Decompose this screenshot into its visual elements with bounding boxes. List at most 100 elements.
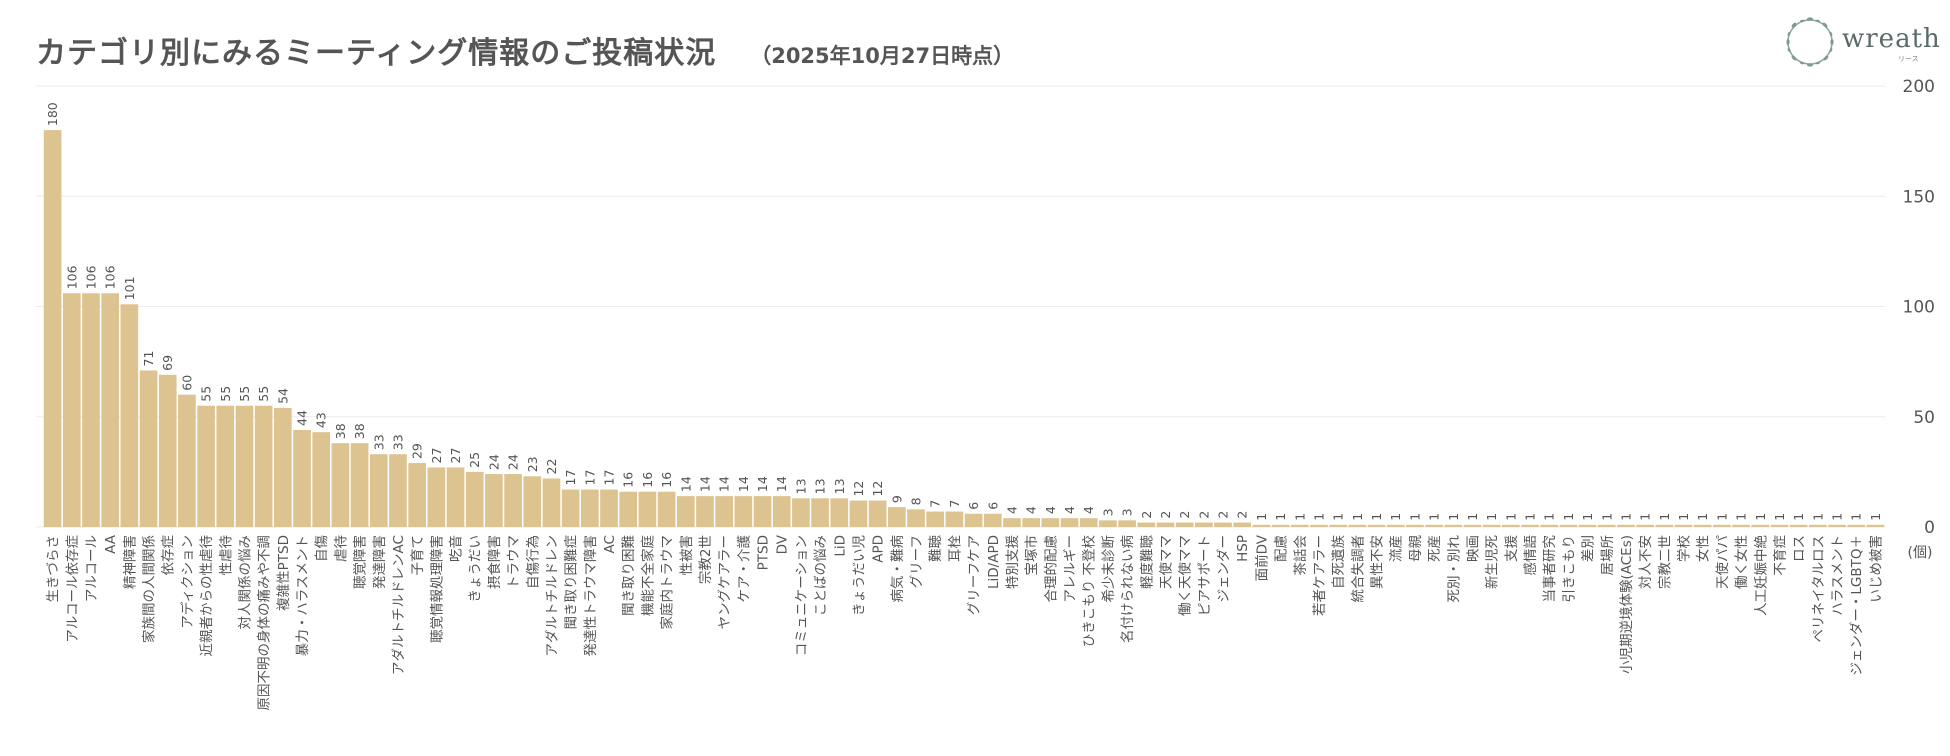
bar	[888, 507, 906, 527]
bar	[964, 513, 983, 527]
data-label: 1	[1561, 513, 1576, 521]
data-label: 12	[851, 481, 866, 497]
category-label: 複雑性PTSD	[275, 535, 292, 611]
data-label: 1	[1331, 513, 1346, 521]
bar	[197, 405, 215, 527]
y-tick-label: 50	[1913, 408, 1935, 428]
bar	[1809, 524, 1827, 527]
category-label: ことばの悩み	[813, 535, 829, 616]
category-label: 摂食障害	[486, 535, 503, 589]
data-label: 180	[45, 102, 60, 126]
category-label: 機能不全家庭	[639, 535, 656, 616]
category-label: 近親者からの性虐待	[199, 535, 215, 657]
y-tick-label: 200	[1903, 77, 1935, 97]
bar	[1828, 524, 1846, 527]
data-label: 27	[448, 448, 463, 464]
category-label: 宗教二世	[1657, 535, 1673, 589]
data-label: 17	[582, 470, 597, 486]
bar	[1156, 522, 1175, 527]
bar	[293, 429, 311, 527]
category-label: 性被害	[679, 535, 695, 576]
data-label: 1	[1542, 513, 1557, 521]
data-label: 17	[563, 470, 578, 486]
data-label: 2	[1177, 511, 1192, 519]
data-label: 1	[1388, 513, 1403, 521]
category-label: 病気・難病	[890, 535, 906, 603]
bar	[561, 489, 580, 527]
chart-title: カテゴリ別にみるミーティング情報のご投稿状況	[36, 36, 717, 71]
category-label: APD	[871, 535, 887, 563]
data-label: 55	[256, 386, 271, 402]
bar	[1406, 524, 1424, 527]
data-label: 33	[371, 434, 386, 450]
data-label: 106	[64, 265, 79, 289]
category-label: 宗教2世	[698, 535, 714, 584]
data-label: 13	[813, 478, 828, 494]
data-label: 1	[1369, 513, 1384, 521]
data-label: 24	[486, 454, 501, 470]
bar	[1502, 524, 1520, 527]
data-label: 43	[314, 412, 329, 428]
data-label: 1	[1791, 513, 1806, 521]
category-label: アルコール	[84, 535, 100, 602]
bar	[619, 491, 638, 527]
bar	[830, 498, 849, 527]
category-label: 精神障害	[122, 535, 138, 589]
bar	[427, 467, 446, 527]
category-label: 発達障害	[372, 535, 388, 589]
category-label: きょうだい	[468, 535, 484, 603]
data-label: 55	[237, 386, 252, 402]
data-label: 16	[621, 472, 636, 488]
bar	[235, 405, 254, 527]
bar	[1003, 518, 1021, 527]
bar	[216, 405, 235, 527]
data-label: 1	[1446, 513, 1461, 521]
data-label: 1	[1292, 513, 1307, 521]
logo-subtext: リース	[1898, 55, 1919, 63]
data-label: 14	[755, 476, 770, 492]
category-label: いじめ被害	[1868, 535, 1884, 603]
category-label: 家族間の人間関係	[141, 535, 158, 643]
bar	[1655, 524, 1674, 527]
data-label: 8	[909, 497, 924, 505]
bar	[1386, 524, 1405, 527]
data-label: 17	[602, 470, 617, 486]
category-label: 発達性トラウマ障害	[583, 535, 599, 657]
bar	[1060, 518, 1079, 527]
logo-text: wreath	[1842, 24, 1941, 54]
bar	[1022, 518, 1040, 527]
data-label: 4	[1024, 506, 1039, 514]
bar	[331, 443, 350, 527]
category-label: 映画	[1465, 535, 1481, 562]
category-label: ジェンダー	[1216, 535, 1232, 603]
category-label: 希少未診断	[1101, 535, 1117, 603]
bar	[1674, 524, 1693, 527]
category-label: 家庭内トラウマ	[659, 535, 676, 630]
bar	[1770, 524, 1789, 527]
bar	[676, 496, 695, 527]
data-label: 1	[1638, 513, 1653, 521]
bar	[1195, 522, 1213, 527]
data-label: 14	[697, 476, 712, 492]
data-label: 1	[1618, 513, 1633, 521]
bar	[43, 130, 62, 527]
category-label: 引きこもり	[1561, 535, 1577, 603]
bar	[1463, 524, 1482, 527]
data-label: 1	[1580, 513, 1595, 521]
category-label: 支援	[1504, 535, 1520, 563]
data-label: 27	[429, 448, 444, 464]
data-label: 1	[1810, 513, 1825, 521]
category-label: 特別支援	[1005, 535, 1021, 589]
category-label: 対人関係の悩み	[237, 535, 253, 630]
bar	[139, 370, 158, 527]
data-label: 54	[275, 388, 290, 404]
data-label: 1	[1753, 513, 1768, 521]
bar	[1271, 524, 1290, 527]
data-label: 69	[160, 355, 175, 371]
data-label: 4	[1004, 506, 1019, 514]
category-label: 配慮	[1274, 535, 1290, 562]
data-label: 1	[1676, 513, 1691, 521]
category-label: 自死遺族	[1331, 535, 1347, 589]
data-label: 1	[1695, 513, 1710, 521]
